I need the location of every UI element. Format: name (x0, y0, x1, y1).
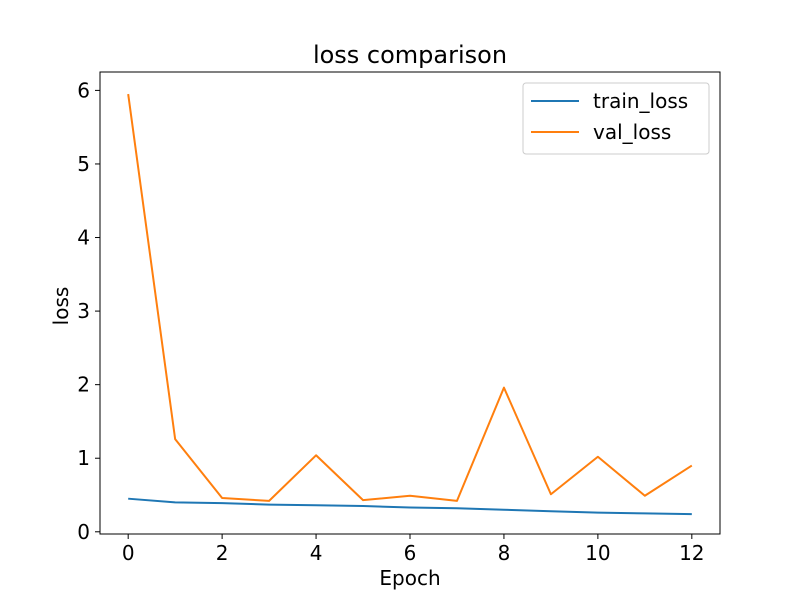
x-tick-label: 6 (404, 541, 417, 565)
series-line-val-loss (127, 93, 693, 502)
x-axis-label: Epoch (379, 566, 440, 590)
y-tick-label: 4 (77, 226, 90, 250)
legend-label-train-loss: train_loss (593, 89, 688, 113)
legend: train_loss val_loss (522, 82, 710, 155)
x-axis-ticks: 0 2 4 6 8 10 12 (122, 534, 705, 565)
y-tick-label: 2 (77, 373, 90, 397)
y-tick-label: 5 (77, 152, 90, 176)
x-tick-label: 10 (585, 541, 610, 565)
x-tick-label: 2 (216, 541, 229, 565)
y-tick-label: 0 (77, 520, 90, 544)
plot-lines (127, 93, 693, 516)
x-tick-label: 12 (679, 541, 704, 565)
y-axis-ticks: 0 1 2 3 4 5 6 (77, 78, 100, 544)
y-tick-label: 3 (77, 299, 90, 323)
y-tick-label: 1 (77, 446, 90, 470)
x-tick-label: 4 (310, 541, 323, 565)
y-axis-label: loss (49, 287, 73, 326)
x-tick-label: 0 (122, 541, 135, 565)
chart-title: loss comparison (313, 41, 507, 69)
legend-label-val-loss: val_loss (593, 120, 671, 144)
series-line-train-loss (128, 497, 692, 516)
x-tick-label: 8 (498, 541, 511, 565)
y-tick-label: 6 (77, 78, 90, 102)
